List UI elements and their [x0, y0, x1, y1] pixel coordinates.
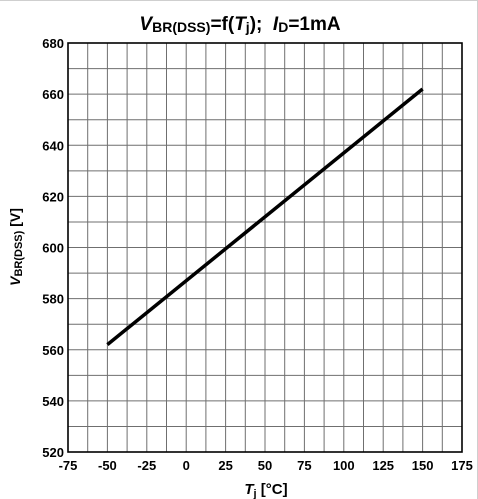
- chart-title: VBR(DSS)=f(Tj); ID=1mA: [139, 14, 340, 35]
- title-t-sub: j: [245, 19, 250, 35]
- ylabel-v: V: [7, 275, 23, 286]
- x-tick-label: 75: [297, 458, 311, 473]
- title-v-sub: BR(DSS): [152, 19, 210, 35]
- ylabel-unit: [V]: [7, 208, 23, 231]
- title-val: =1mA: [288, 14, 341, 35]
- x-tick-label: -50: [98, 458, 117, 473]
- y-tick-label: 600: [42, 241, 64, 256]
- title-i-sub: D: [278, 19, 288, 35]
- y-tick-label: 680: [42, 36, 64, 51]
- series-line: [106, 87, 424, 346]
- title-close: );: [250, 14, 273, 35]
- xlabel-t-sub: j: [253, 488, 257, 499]
- x-tick-label: 125: [372, 458, 394, 473]
- y-tick-label: 660: [42, 87, 64, 102]
- plot-border: [67, 42, 463, 453]
- y-tick-label: 520: [42, 445, 64, 460]
- y-tick-label: 620: [42, 189, 64, 204]
- title-i: I: [273, 14, 279, 35]
- x-tick-label: 0: [183, 458, 190, 473]
- title-t: T: [234, 14, 247, 35]
- x-tick-label: 50: [258, 458, 272, 473]
- series-group: [106, 87, 424, 346]
- xlabel-unit: [°C]: [257, 481, 288, 498]
- x-tick-labels: -75 -50 -25 0 25 50 75 100 125 150 175: [59, 458, 473, 473]
- title-eq: =f(: [210, 14, 234, 35]
- x-tick-label: 175: [451, 458, 473, 473]
- y-tick-label: 540: [42, 394, 64, 409]
- x-tick-label: -75: [59, 458, 78, 473]
- x-tick-label: 150: [412, 458, 434, 473]
- x-tick-label: 100: [333, 458, 355, 473]
- y-tick-label: 640: [42, 138, 64, 153]
- x-axis-label: Tj [°C]: [244, 481, 287, 499]
- title-v: V: [139, 14, 153, 35]
- x-tick-label: 25: [218, 458, 232, 473]
- y-tick-labels: 520 540 560 580 600 620 640 660 680: [42, 36, 64, 460]
- xlabel-t: T: [244, 481, 255, 498]
- y-tick-label: 560: [42, 343, 64, 358]
- y-axis-label: VBR(DSS) [V]: [7, 208, 25, 286]
- x-tick-label: -25: [137, 458, 156, 473]
- y-tick-label: 580: [42, 292, 64, 307]
- ylabel-v-sub: BR(DSS): [13, 230, 25, 276]
